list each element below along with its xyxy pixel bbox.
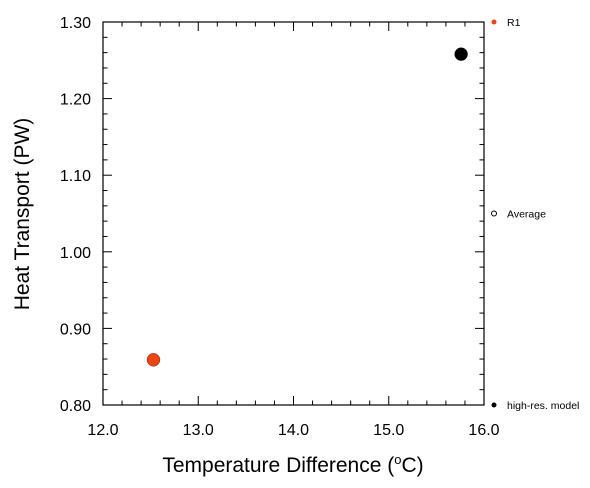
axis-ticks xyxy=(102,21,485,406)
x-tick-label: 16.0 xyxy=(468,422,499,439)
legend-label: Average xyxy=(507,209,546,221)
x-tick-label: 12.0 xyxy=(87,422,118,439)
data-points xyxy=(146,47,468,367)
y-tick-label: 1.00 xyxy=(60,245,91,262)
data-point xyxy=(454,47,468,61)
legend-label: high-res. model xyxy=(507,400,579,412)
y-tick-label: 0.90 xyxy=(60,321,91,338)
x-tick-label: 15.0 xyxy=(373,422,404,439)
legend-marker xyxy=(491,402,497,408)
legend-marker xyxy=(491,210,497,217)
x-axis-title-main: Temperature Difference ( xyxy=(162,454,394,477)
plot-frame xyxy=(102,21,485,406)
y-axis-title: Heat Transport (PW) xyxy=(11,118,34,311)
y-tick-label: 1.10 xyxy=(60,168,91,185)
legend-marker xyxy=(491,19,497,25)
y-tick-label: 1.30 xyxy=(60,15,91,32)
legend: R1 Average high-res. model xyxy=(491,17,579,412)
x-axis-title: Temperature Difference (oC) xyxy=(162,452,423,477)
x-tick-label: 14.0 xyxy=(278,422,309,439)
y-tick-label: 0.80 xyxy=(60,398,91,415)
tick-labels: 12.0 13.0 14.0 15.0 16.0 0.80 0.90 1.00 1.10 1.20… xyxy=(60,15,500,439)
data-point xyxy=(146,353,161,367)
x-axis-title-unit: C) xyxy=(401,454,423,477)
legend-label: R1 xyxy=(507,17,521,29)
y-tick-label: 1.20 xyxy=(60,92,91,109)
x-axis-title-degree: o xyxy=(394,452,401,467)
x-tick-label: 13.0 xyxy=(183,422,214,439)
